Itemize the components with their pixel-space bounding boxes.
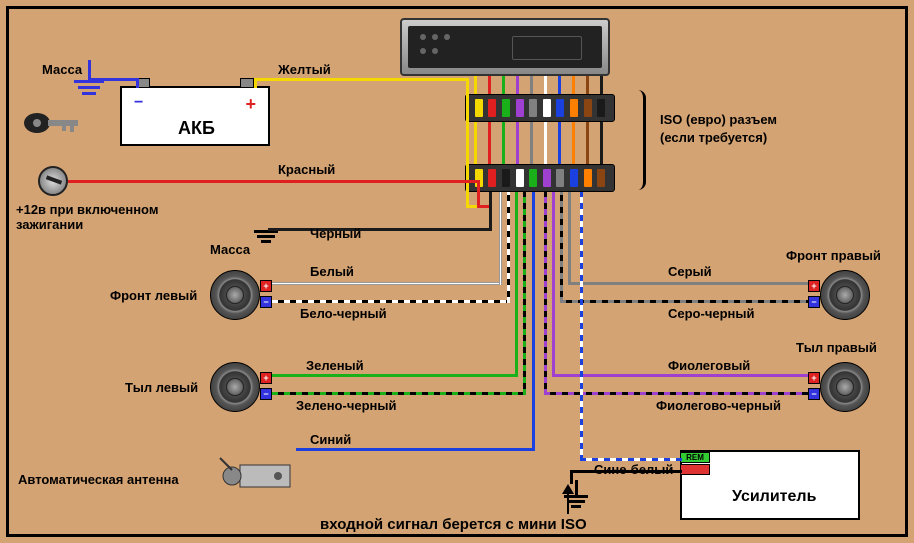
drop7 [558, 76, 561, 94]
head-unit [400, 18, 610, 76]
auto-antenna-label: Автоматическая антенна [18, 472, 179, 487]
blue-label: Синий [310, 432, 351, 447]
wire-blue-v [532, 192, 535, 451]
greenblack-label: Зелено-черный [296, 398, 396, 413]
drop10 [600, 76, 603, 94]
mid4 [516, 122, 519, 164]
front-left-label: Фронт левый [110, 288, 197, 303]
mid10 [600, 122, 603, 164]
violet-label: Фиолеговый [668, 358, 750, 373]
rem-terminal: REM [680, 452, 710, 463]
green-label: Зеленый [306, 358, 364, 373]
amplifier-label: Усилитель [732, 488, 816, 506]
wire-violet-v [552, 192, 555, 377]
speaker-rear-right: +− [820, 362, 870, 412]
amp-terminal-pos [680, 464, 710, 475]
drop4 [516, 76, 519, 94]
drop9 [586, 76, 589, 94]
drop8 [572, 76, 575, 94]
wire-yellow-v2 [466, 78, 469, 208]
iso-connector-bottom [465, 164, 615, 192]
input-arrow [556, 484, 580, 518]
mid7 [558, 122, 561, 164]
wire-greenblack-h [272, 392, 526, 395]
wire-violetblack-v [544, 192, 547, 395]
mid3 [502, 122, 505, 164]
wire-violet-h [552, 374, 808, 377]
speaker-front-right: +− [820, 270, 870, 320]
whiteblack-label: Бело-черный [300, 306, 387, 321]
drop6 [544, 76, 547, 94]
wire-greyblack-h [560, 300, 808, 303]
wire-black-v [489, 192, 492, 231]
iso-req-label: (если требуется) [660, 130, 767, 145]
ignition-label: +12в при включенном зажигании [16, 202, 158, 232]
wire-green-h [272, 374, 518, 377]
wire-grey-v [568, 192, 571, 285]
front-right-label: Фронт правый [786, 248, 881, 263]
input-signal-label: входной сигнал берется с мини ISO [320, 516, 587, 533]
red-label: Красный [278, 162, 335, 177]
ground-symbol-mid [254, 230, 278, 243]
battery-minus: − [134, 94, 143, 112]
wire-white-h [272, 282, 502, 285]
drop5 [530, 76, 533, 94]
speaker-rear-left: +− [210, 362, 260, 412]
wire-green-v [515, 192, 518, 377]
wire-white-v [499, 192, 502, 285]
wire-bluewhite-h [580, 458, 682, 461]
wire-yellow-v1 [254, 78, 257, 88]
wire-red-v [477, 180, 480, 208]
mid5 [530, 122, 533, 164]
iso-euro-label: ISO (евро) разъем [660, 112, 777, 127]
drop2 [488, 76, 491, 94]
wire-bluewhite-v [580, 192, 583, 461]
mid2 [488, 122, 491, 164]
mid6 [544, 122, 547, 164]
wire-grey-h [568, 282, 808, 285]
mid8 [572, 122, 575, 164]
antenna [210, 450, 300, 490]
mass-label-mid: Масса [210, 242, 250, 257]
white-label: Белый [310, 264, 354, 279]
greyblack-label: Серо-черный [668, 306, 755, 321]
wire-greyblack-v [560, 192, 563, 303]
wire-greenblack-v [523, 192, 526, 395]
wire-black-h [268, 228, 492, 231]
wire-whiteblack-v [507, 192, 510, 303]
black-label: Черный [310, 226, 361, 241]
drop1 [474, 76, 477, 94]
battery-plus: + [245, 94, 256, 115]
wire-violetblack-h [544, 392, 808, 395]
mass-label-top: Масса [42, 62, 82, 77]
wire-input-v [570, 470, 573, 484]
grey-label: Серый [668, 264, 712, 279]
key-icon [22, 108, 82, 158]
wire-whiteblack-h [272, 300, 510, 303]
drop3 [502, 76, 505, 94]
yellow-label: Желтый [278, 62, 331, 77]
wire-yellow-h [254, 78, 466, 81]
wire-ground-batt [88, 78, 138, 81]
violetblack-label: Фиолегово-черный [656, 398, 781, 413]
rear-left-label: Тыл левый [125, 380, 198, 395]
iso-connector-top [465, 94, 615, 122]
mid9 [586, 122, 589, 164]
battery-label: АКБ [178, 118, 215, 139]
rear-right-label: Тыл правый [796, 340, 877, 355]
wire-ground-batt-v [136, 78, 139, 88]
mid1 [474, 122, 477, 164]
wire-red-h [68, 180, 480, 183]
battery: − + АКБ [120, 86, 270, 146]
wire-blue-h [296, 448, 535, 451]
wire-input-h [570, 470, 682, 473]
ignition-switch [38, 166, 68, 196]
speaker-front-left: +− [210, 270, 260, 320]
brace [628, 90, 646, 190]
